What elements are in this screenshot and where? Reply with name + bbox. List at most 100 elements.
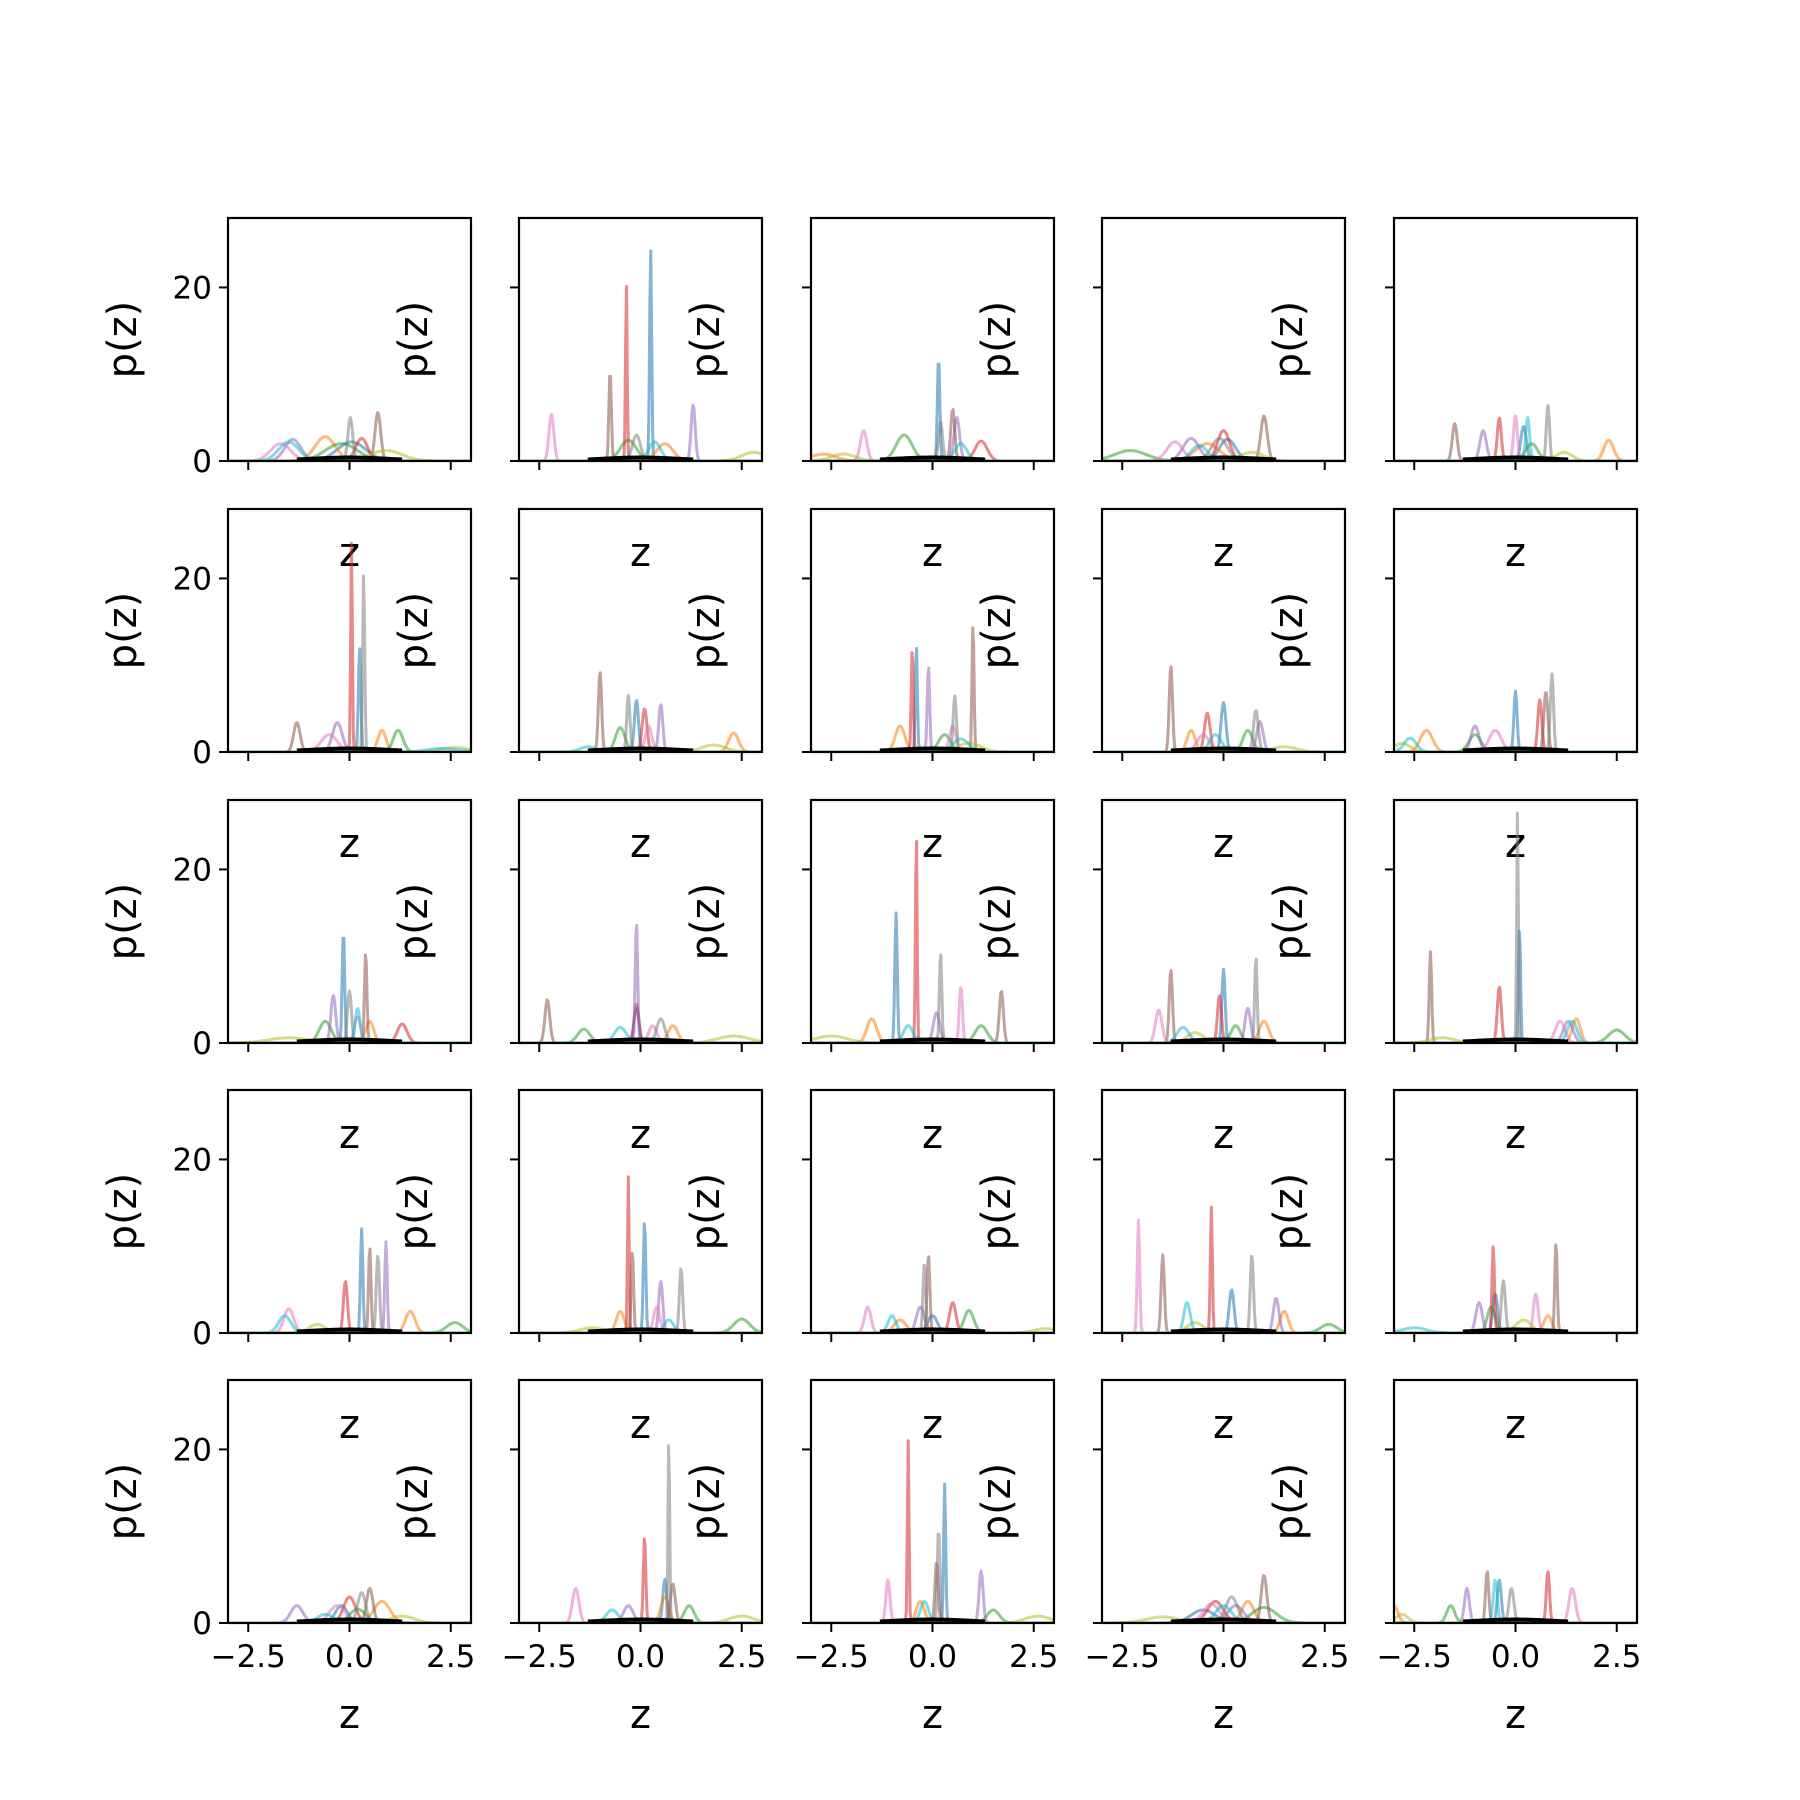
x-axis-label: z (922, 1402, 943, 1448)
posterior-curve (1394, 1587, 1637, 1623)
y-tick-label: 20 (173, 270, 212, 306)
prior-curve (1170, 455, 1277, 461)
prior-curve (296, 1327, 403, 1333)
curves (811, 1255, 1054, 1333)
subplot-r4-c4: z p(z) (974, 1088, 1347, 1448)
x-tick-label: 0.0 (616, 1639, 665, 1675)
x-tick-label: 0.0 (908, 1639, 957, 1675)
x-axis-label: z (1505, 530, 1526, 576)
y-axis-label: p(z) (974, 883, 1020, 961)
subplot-r5-c2: −2.5 0.0 2.5 z p(z) (391, 1378, 766, 1738)
posterior-curve (228, 1595, 471, 1623)
prior-curve (296, 1617, 403, 1623)
prior-curve (1462, 1617, 1569, 1623)
y-axis-label: p(z) (974, 301, 1020, 379)
y-axis-label: p(z) (1266, 592, 1312, 670)
subplot-r1-c1: 0 20 z p(z) (100, 216, 473, 576)
x-tick-label: 2.5 (1592, 1639, 1641, 1675)
posterior-curve (228, 1280, 471, 1333)
prior-curve (587, 455, 694, 461)
posterior-curve (519, 438, 762, 461)
posterior-curve (811, 452, 1054, 461)
curves (1394, 1570, 1637, 1623)
posterior-curve (519, 440, 762, 461)
y-axis-label: p(z) (1266, 883, 1312, 961)
posterior-curve (228, 440, 471, 461)
prior-curve (1170, 1327, 1277, 1333)
curves (1394, 404, 1637, 461)
x-tick-label: 0.0 (1199, 1639, 1248, 1675)
curves (1102, 414, 1345, 461)
curves (228, 1586, 471, 1623)
prior-curve (587, 1327, 694, 1333)
y-tick-label: 20 (173, 1432, 212, 1468)
subplot-r2-c2: z p(z) (391, 507, 764, 867)
x-axis-label: z (1213, 1402, 1234, 1448)
prior-curve (879, 1327, 986, 1333)
posterior-curve (519, 743, 762, 752)
x-axis-label: z (922, 530, 943, 576)
subplot-r4-c3: z p(z) (683, 1088, 1056, 1448)
x-tick-label: 2.5 (1009, 1639, 1058, 1675)
y-tick-label: 0 (192, 444, 212, 480)
subplot-r2-c5: z p(z) (1266, 507, 1639, 867)
prior-curve (879, 1037, 986, 1043)
prior-curve (879, 455, 986, 461)
subplot-r2-c3: z p(z) (683, 507, 1056, 867)
posterior-curve (519, 1034, 762, 1043)
x-tick-label: 2.5 (1300, 1639, 1349, 1675)
posterior-curve (1394, 1243, 1637, 1333)
subplot-r2-c4: z p(z) (974, 507, 1347, 867)
posterior-curve (1394, 728, 1637, 752)
prior-curve (879, 1617, 986, 1623)
posterior-curve (519, 433, 762, 461)
posterior-curve (1394, 1036, 1637, 1043)
x-tick-label: 2.5 (717, 1639, 766, 1675)
x-axis-label: z (1505, 1112, 1526, 1158)
prior-curve (1170, 1617, 1277, 1623)
y-axis-label: p(z) (391, 1463, 437, 1541)
x-axis-label: z (339, 530, 360, 576)
x-axis-label: z (922, 821, 943, 867)
posterior-curve (1102, 1602, 1345, 1623)
subplot-r1-c3: z p(z) (683, 216, 1056, 576)
subplot-r3-c4: z p(z) (974, 798, 1347, 1158)
y-axis-label: p(z) (974, 1173, 1020, 1251)
y-axis-label: p(z) (974, 1463, 1020, 1541)
posterior-curve (1102, 429, 1345, 461)
prior-curve (1462, 455, 1569, 461)
posterior-curve (228, 1607, 471, 1623)
x-tick-label: −2.5 (502, 1639, 577, 1675)
y-axis-label: p(z) (391, 301, 437, 379)
subplot-r5-c3: −2.5 0.0 2.5 z p(z) (683, 1378, 1058, 1738)
x-axis-label: z (1505, 1692, 1526, 1738)
y-axis-label: p(z) (391, 592, 437, 670)
subplot-r1-c4: z p(z) (974, 216, 1347, 576)
posterior-curve (1394, 1318, 1637, 1333)
subplot-r5-c5: −2.5 0.0 2.5 z p(z) (1266, 1378, 1641, 1738)
curves (1102, 1574, 1345, 1623)
x-tick-label: 0.0 (1491, 1639, 1540, 1675)
posterior-curve (811, 1561, 1054, 1623)
y-tick-label: 0 (192, 1026, 212, 1062)
x-axis-label: z (339, 1112, 360, 1158)
curves (1102, 665, 1345, 752)
y-axis-label: p(z) (1266, 301, 1312, 379)
posterior-curve (811, 666, 1054, 752)
subplot-r5-c1: −2.5 0.0 2.5 0 20 z p(z) (100, 1378, 475, 1738)
posterior-curve (228, 1604, 471, 1623)
y-axis-label: p(z) (683, 1463, 729, 1541)
y-axis-label: p(z) (683, 883, 729, 961)
y-axis-label: p(z) (391, 883, 437, 961)
x-axis-label: z (1213, 1112, 1234, 1158)
posterior-curve (811, 1314, 1054, 1333)
prior-curve (296, 455, 403, 461)
x-axis-label: z (630, 1402, 651, 1448)
prior-curve (1170, 746, 1277, 752)
posterior-curve (1102, 994, 1345, 1043)
posterior-curve (228, 442, 471, 461)
y-tick-label: 0 (192, 1606, 212, 1642)
y-axis-label: p(z) (100, 301, 146, 379)
prior-curve (296, 746, 403, 752)
prior-curve (1170, 1037, 1277, 1043)
